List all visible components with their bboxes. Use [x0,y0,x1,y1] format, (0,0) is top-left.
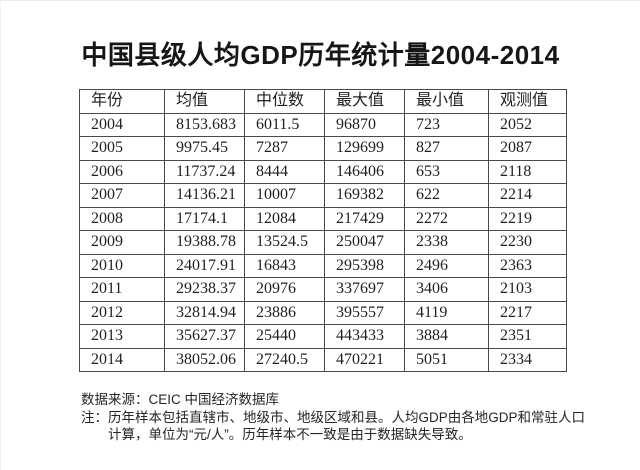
table-cell: 2007 [79,183,165,208]
table-cell: 443433 [324,324,405,349]
table-cell: 295398 [324,253,405,278]
table-cell: 2338 [404,230,489,255]
table-cell: 24017.91 [164,253,245,278]
table-cell: 2230 [488,230,567,255]
table-cell: 32814.94 [164,300,245,325]
table-cell: 2351 [488,324,567,349]
table-cell: 2014 [79,347,165,372]
table-cell: 146406 [324,159,405,184]
column-header-1: 均值 [164,89,245,114]
table-cell: 2008 [79,206,165,231]
table-row: 2011 29238.37 20976 337697 3406 2103 [79,277,567,302]
table-cell: 2087 [488,136,567,161]
table-cell: 2103 [488,277,567,302]
table-cell: 2214 [488,183,567,208]
gdp-stats-table: 年份 均值 中位数 最大值 最小值 观测值 2004 8153.683 6011.5 96870… [79,89,567,372]
table-cell: 16843 [244,253,325,278]
table-row: 2009 19388.78 13524.5 250047 2338 2230 [79,230,567,255]
table-cell: 129699 [324,136,405,161]
column-header-0: 年份 [79,89,165,114]
table-cell: 2011 [79,277,165,302]
table-cell: 395557 [324,300,405,325]
table-cell: 35627.37 [164,324,245,349]
table-cell: 337697 [324,277,405,302]
column-header-5: 观测值 [488,89,567,114]
table-cell: 8153.683 [164,112,245,137]
table-cell: 3406 [404,277,489,302]
table-cell: 622 [404,183,489,208]
table-cell: 11737.24 [164,159,245,184]
footnote: 注：历年样本包括直辖市、地级市、地级区域和县。人均GDP由各地GDP和常驻人口计… [81,409,586,443]
table-cell: 2363 [488,253,567,278]
page-title: 中国县级人均GDP历年统计量2004-2014 [81,40,560,70]
table-cell: 8444 [244,159,325,184]
table-row: 2007 14136.21 10007 169382 622 2214 [79,183,567,208]
footer: 数据来源：CEIC 中国经济数据库 注：历年样本包括直辖市、地级市、地级区域和县… [81,391,586,444]
column-header-4: 最小值 [404,89,489,114]
table-cell: 2219 [488,206,567,231]
table-cell: 6011.5 [244,112,325,137]
table-cell: 23886 [244,300,325,325]
table-cell: 4119 [404,300,489,325]
column-header-2: 中位数 [244,89,325,114]
table-row: 2014 38052.06 27240.5 470221 5051 2334 [79,347,567,372]
table-cell: 2052 [488,112,567,137]
table-cell: 250047 [324,230,405,255]
table-cell: 9975.45 [164,136,245,161]
table-cell: 25440 [244,324,325,349]
table-cell: 2010 [79,253,165,278]
table-cell: 38052.06 [164,347,245,372]
table-cell: 217429 [324,206,405,231]
table-cell: 2006 [79,159,165,184]
table-cell: 2496 [404,253,489,278]
table-cell: 2005 [79,136,165,161]
table-cell: 3884 [404,324,489,349]
table-header-row: 年份 均值 中位数 最大值 最小值 观测值 [79,89,567,114]
table-row: 2008 17174.1 12084 217429 2272 2219 [79,206,567,231]
table-cell: 96870 [324,112,405,137]
table-cell: 2334 [488,347,567,372]
table-cell: 5051 [404,347,489,372]
table-cell: 2013 [79,324,165,349]
table-cell: 470221 [324,347,405,372]
table-row: 2012 32814.94 23886 395557 4119 2217 [79,300,567,325]
table-cell: 27240.5 [244,347,325,372]
table-cell: 723 [404,112,489,137]
table-cell: 19388.78 [164,230,245,255]
table-cell: 20976 [244,277,325,302]
table-cell: 29238.37 [164,277,245,302]
table-cell: 2217 [488,300,567,325]
table-cell: 169382 [324,183,405,208]
data-source: 数据来源：CEIC 中国经济数据库 [81,392,280,407]
table-cell: 2272 [404,206,489,231]
table-row: 2013 35627.37 25440 443433 3884 2351 [79,324,567,349]
table-cell: 10007 [244,183,325,208]
table-cell: 7287 [244,136,325,161]
table-cell: 13524.5 [244,230,325,255]
table-row: 2004 8153.683 6011.5 96870 723 2052 [79,112,567,137]
table-cell: 2004 [79,112,165,137]
table-cell: 653 [404,159,489,184]
table-cell: 12084 [244,206,325,231]
table-cell: 17174.1 [164,206,245,231]
column-header-3: 最大值 [324,89,405,114]
table-cell: 14136.21 [164,183,245,208]
table-cell: 2118 [488,159,567,184]
table-cell: 827 [404,136,489,161]
table-cell: 2012 [79,300,165,325]
table-row: 2006 11737.24 8444 146406 653 2118 [79,159,567,184]
table-row: 2010 24017.91 16843 295398 2496 2363 [79,253,567,278]
table-row: 2005 9975.45 7287 129699 827 2087 [79,136,567,161]
table-cell: 2009 [79,230,165,255]
